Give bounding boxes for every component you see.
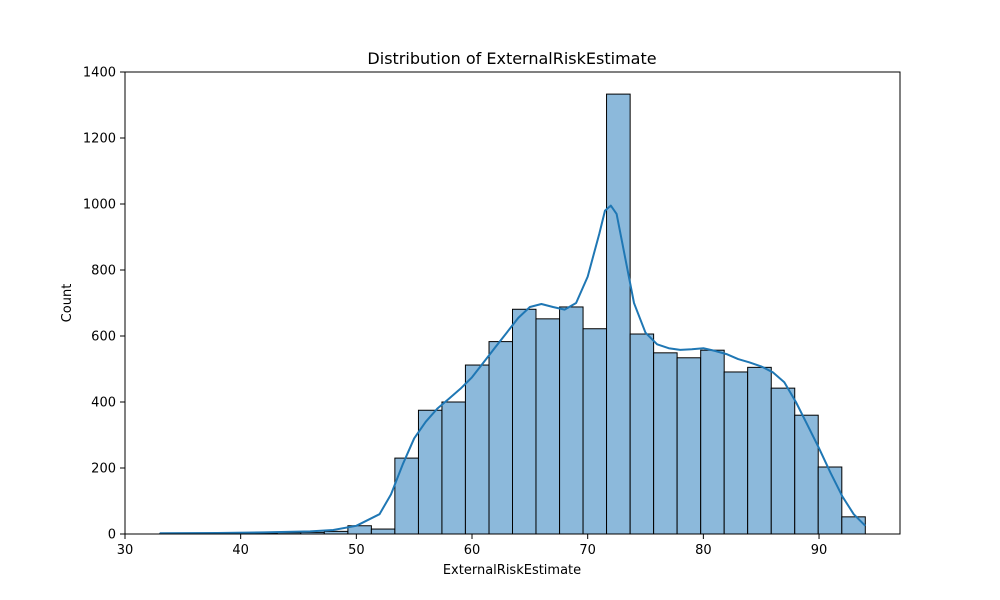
y-tick-label: 600 [91, 330, 116, 345]
histogram-bar [770, 387, 796, 535]
histogram-bar [441, 401, 466, 535]
histogram-bar [817, 466, 843, 535]
histogram-bar [582, 328, 608, 535]
histogram-bar [723, 371, 749, 535]
plot-frame [124, 71, 901, 535]
y-tick-label: 400 [91, 396, 116, 411]
histogram-bar [747, 366, 772, 535]
histogram-bar [676, 357, 702, 535]
histogram-bar [841, 516, 866, 535]
y-tick-label: 200 [91, 462, 116, 477]
x-tick-label: 70 [579, 543, 596, 558]
kde-group [159, 204, 867, 535]
x-tick-label: 40 [232, 543, 249, 558]
bars-group [159, 93, 866, 535]
kde-line [159, 204, 867, 535]
y-tick-label: 1000 [83, 198, 116, 213]
x-axis-label: ExternalRiskEstimate [443, 563, 581, 578]
histogram-bar [606, 93, 631, 535]
histogram-bar [700, 349, 725, 535]
y-tick-label: 0 [108, 528, 116, 543]
y-axis-label: Count [60, 284, 75, 323]
histogram-bar [794, 414, 819, 535]
histogram-bar [464, 364, 490, 535]
x-tick-label: 90 [811, 543, 828, 558]
y-tick-label: 800 [91, 264, 116, 279]
histogram-bar [653, 352, 678, 535]
x-tick-label: 50 [348, 543, 365, 558]
y-tick-label: 1200 [83, 132, 116, 147]
y-axis: 0 200 400 600 800 1000 1200 1400 [83, 66, 125, 543]
histogram-bar [512, 308, 537, 535]
histogram-bar [559, 306, 584, 535]
histogram-bar [370, 528, 396, 535]
x-axis: 30 40 50 60 70 80 90 [117, 534, 828, 558]
y-tick-label: 1400 [83, 66, 116, 81]
x-tick-label: 30 [117, 543, 134, 558]
chart-title: Distribution of ExternalRiskEstimate [367, 49, 656, 68]
x-tick-label: 80 [695, 543, 712, 558]
x-tick-label: 60 [464, 543, 481, 558]
histogram-bar [535, 318, 561, 535]
histogram-bar [629, 333, 655, 535]
histogram-bar [394, 457, 419, 535]
histogram-bar [488, 341, 513, 535]
